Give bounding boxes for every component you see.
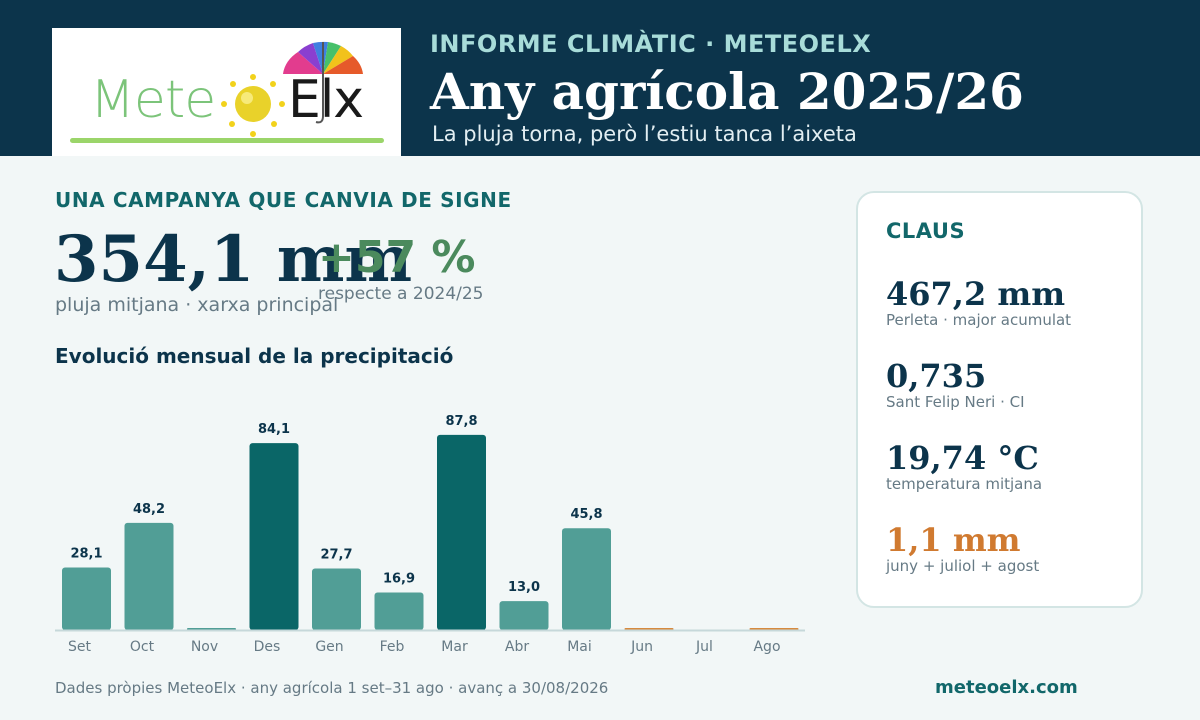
logo-underline — [70, 138, 384, 143]
key-label-ci: Sant Felip Neri · CI — [886, 393, 1025, 411]
data-label-mai: 45,8 — [570, 507, 602, 522]
change-value: +57 % — [318, 232, 476, 283]
logo-text-elx: Elx — [288, 70, 364, 130]
header-kicker: INFORME CLIMÀTIC · METEOELX — [430, 30, 872, 58]
tick-label-gen: Gen — [315, 639, 343, 655]
page-title: Any agrícola 2025/26 — [430, 62, 1024, 121]
tick-label-nov: Nov — [191, 639, 218, 655]
bar-set — [62, 567, 111, 630]
sun-icon — [221, 74, 285, 137]
tick-label-ago: Ago — [753, 639, 780, 655]
section-kicker: UNA CAMPANYA QUE CANVIA DE SIGNE — [55, 188, 512, 212]
bar-gen — [312, 568, 361, 630]
tick-label-set: Set — [68, 639, 92, 655]
footer-url[interactable]: meteoelx.com — [935, 677, 1078, 698]
data-label-set: 28,1 — [70, 547, 102, 562]
bar-abr — [499, 601, 549, 630]
header-banner: Mete Elx INFORME CLIMÀTIC · METEOELX Any… — [0, 0, 1200, 156]
data-label-gen: 27,7 — [320, 547, 352, 562]
data-label-feb: 16,9 — [383, 571, 415, 586]
bar-mai — [562, 528, 611, 630]
bar-oct — [124, 522, 174, 630]
footer-note: Dades pròpies MeteoElx · any agrícola 1 … — [55, 679, 609, 697]
data-label-mar: 87,8 — [445, 414, 477, 429]
bar-feb — [374, 592, 424, 630]
total-rain-value: 354,1 mm — [54, 222, 413, 297]
page-subtitle: La pluja torna, però l’estiu tanca l’aix… — [432, 122, 857, 146]
change-caption: respecte a 2024/25 — [318, 284, 484, 304]
key-label-temperature: temperatura mitjana — [886, 475, 1043, 493]
tick-label-feb: Feb — [380, 639, 405, 655]
logo: Mete Elx — [52, 28, 401, 156]
key-value-max-accum: 467,2 mm — [886, 275, 1066, 313]
key-value-summer-rain: 1,1 mm — [886, 521, 1021, 559]
data-label-des: 84,1 — [258, 422, 290, 437]
logo-text-meteo: Mete — [90, 70, 216, 130]
key-value-temperature: 19,74 °C — [886, 439, 1039, 477]
panel-title: CLAUS — [886, 219, 966, 243]
tick-label-mai: Mai — [567, 639, 592, 655]
key-figures-panel: CLAUS 467,2 mm Perleta · major acumulat … — [856, 191, 1143, 608]
key-label-summer-rain: juny + juliol + agost — [886, 557, 1040, 575]
tick-label-oct: Oct — [130, 639, 155, 655]
bar-des — [249, 443, 299, 630]
data-label-oct: 48,2 — [133, 502, 165, 517]
key-label-max-accum: Perleta · major acumulat — [886, 311, 1072, 329]
chart-title: Evolució mensual de la precipitació — [55, 344, 454, 368]
monthly-rain-chart: 28,1 Set 48,2 Oct Nov 84,1 Des 27,7 Gen 16,9 Feb 87… — [55, 414, 805, 655]
umbrella-icon — [283, 41, 363, 124]
key-value-ci: 0,735 — [886, 357, 987, 395]
tick-label-abr: Abr — [505, 639, 529, 655]
tick-label-jul: Jul — [695, 639, 713, 655]
tick-label-jun: Jun — [630, 639, 653, 655]
total-rain-caption: pluja mitjana · xarxa principal — [55, 294, 339, 316]
tick-label-mar: Mar — [441, 639, 468, 655]
bar-mar — [437, 434, 486, 630]
tick-label-des: Des — [254, 639, 281, 655]
data-label-abr: 13,0 — [508, 580, 540, 595]
